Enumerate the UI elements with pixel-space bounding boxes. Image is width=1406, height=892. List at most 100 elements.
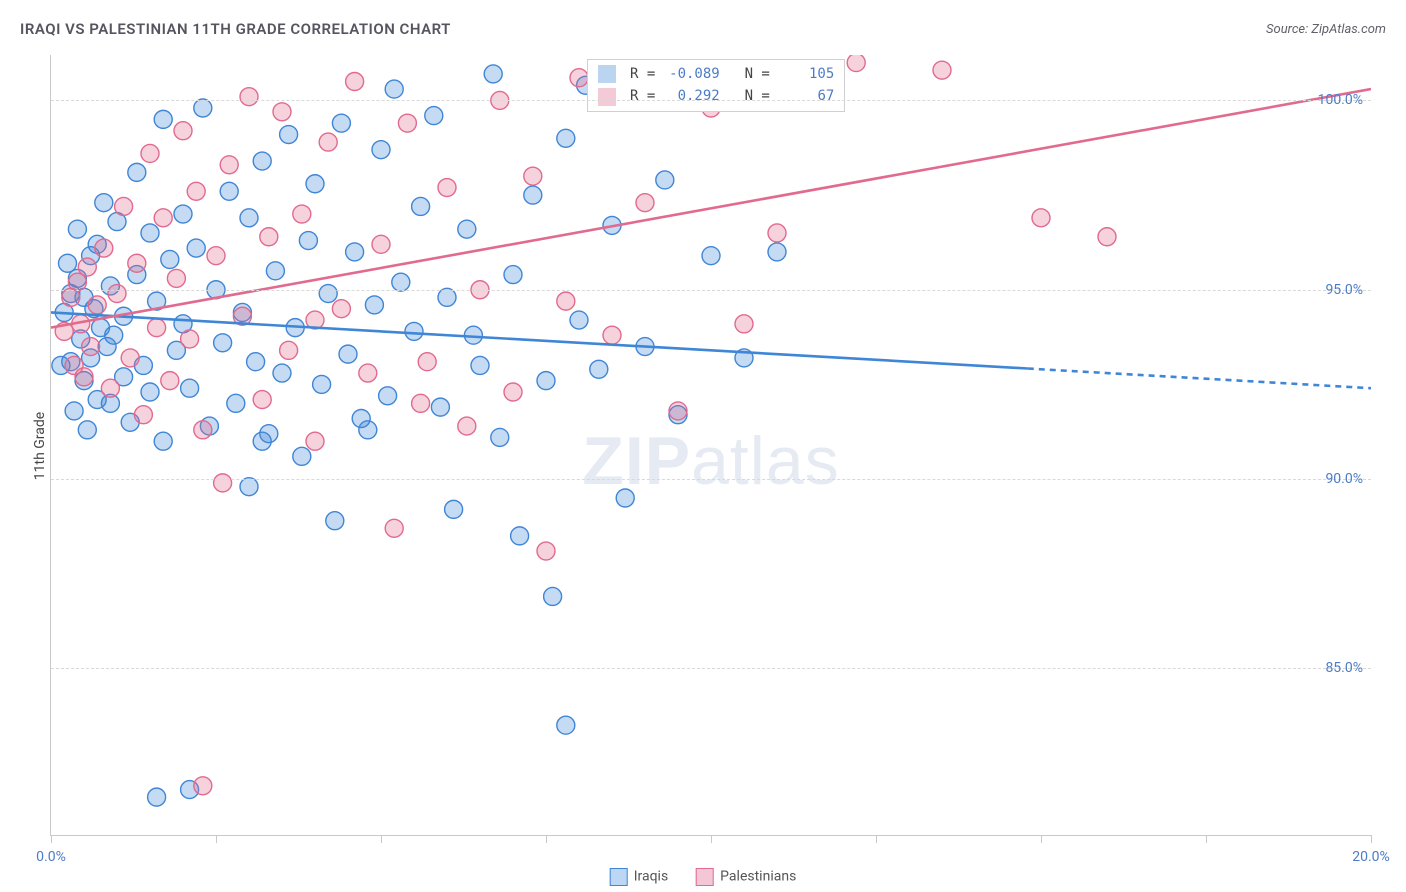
data-point-iraqis [194,99,212,117]
data-point-palestinians [207,247,225,265]
data-point-palestinians [260,228,278,246]
stat-swatch-iraqis [598,65,616,83]
data-point-palestinians [101,379,119,397]
data-point-palestinians [108,285,126,303]
data-point-iraqis [484,65,502,83]
data-point-palestinians [115,197,133,215]
data-point-iraqis [247,353,265,371]
data-point-iraqis [187,239,205,257]
data-point-iraqis [438,288,456,306]
data-point-palestinians [557,292,575,310]
data-point-iraqis [365,296,383,314]
data-point-iraqis [68,220,86,238]
legend-swatch [610,868,628,886]
data-point-palestinians [167,269,185,287]
data-point-iraqis [280,126,298,144]
data-point-palestinians [847,55,865,72]
data-point-palestinians [280,341,298,359]
data-point-palestinians [214,474,232,492]
data-point-palestinians [220,156,238,174]
data-point-palestinians [181,330,199,348]
x-tick [381,835,382,843]
stat-n-palestinians: N = 67 [728,85,835,107]
data-point-palestinians [194,777,212,795]
data-point-iraqis [431,398,449,416]
data-point-iraqis [273,364,291,382]
data-point-iraqis [339,345,357,363]
source-label: Source: ZipAtlas.com [1266,22,1386,37]
gridline-h [51,668,1371,669]
data-point-palestinians [293,205,311,223]
y-tick-label: 100.0% [1318,92,1363,108]
data-point-iraqis [78,421,96,439]
data-point-palestinians [438,179,456,197]
x-tick [1041,835,1042,843]
data-point-palestinians [194,421,212,439]
data-point-iraqis [557,716,575,734]
data-point-palestinians [154,209,172,227]
data-point-palestinians [306,432,324,450]
data-point-palestinians [121,349,139,367]
data-point-iraqis [128,163,146,181]
data-point-iraqis [154,110,172,128]
data-point-iraqis [105,326,123,344]
data-point-iraqis [537,372,555,390]
data-point-iraqis [161,250,179,268]
y-tick-label: 95.0% [1325,282,1363,298]
legend-item-iraqis: Iraqis [610,868,668,886]
data-point-palestinians [359,364,377,382]
data-point-palestinians [161,372,179,390]
stat-r-palestinians: R = 0.292 [630,85,720,107]
legend-swatch [696,868,714,886]
trend-line-dashed-iraqis [1028,369,1371,389]
data-point-iraqis [65,402,83,420]
x-tick [1371,835,1372,843]
data-point-palestinians [504,383,522,401]
data-point-palestinians [1032,209,1050,227]
data-point-iraqis [220,182,238,200]
x-tick [876,835,877,843]
x-tick [546,835,547,843]
x-tick-label: 20.0% [1352,849,1390,865]
data-point-iraqis [372,141,390,159]
data-point-palestinians [75,368,93,386]
legend-label: Palestinians [720,869,796,885]
data-point-iraqis [214,334,232,352]
data-point-iraqis [471,356,489,374]
stat-row-palestinians: R = 0.292 N = 67 [598,85,834,107]
data-point-palestinians [346,73,364,91]
data-point-iraqis [491,428,509,446]
data-point-iraqis [141,383,159,401]
data-point-palestinians [570,69,588,87]
data-point-iraqis [313,375,331,393]
x-tick [711,835,712,843]
data-point-palestinians [319,133,337,151]
stat-swatch-palestinians [598,88,616,106]
data-point-iraqis [458,220,476,238]
data-point-palestinians [372,235,390,253]
data-point-iraqis [253,152,271,170]
data-point-iraqis [141,224,159,242]
data-point-palestinians [1098,228,1116,246]
data-point-palestinians [412,394,430,412]
x-tick [1206,835,1207,843]
y-tick-label: 85.0% [1325,660,1363,676]
legend-item-palestinians: Palestinians [696,868,796,886]
data-point-iraqis [392,273,410,291]
x-tick-label: 0.0% [36,849,66,865]
data-point-iraqis [385,80,403,98]
data-point-palestinians [933,61,951,79]
data-point-palestinians [768,224,786,242]
data-point-iraqis [570,311,588,329]
gridline-h [51,479,1371,480]
y-axis-title: 11th Grade [32,412,48,480]
data-point-iraqis [253,432,271,450]
stat-n-iraqis: N = 105 [728,63,835,85]
data-point-iraqis [504,266,522,284]
data-point-iraqis [544,587,562,605]
data-point-palestinians [332,300,350,318]
data-point-palestinians [174,122,192,140]
data-point-palestinians [187,182,205,200]
data-point-palestinians [669,402,687,420]
data-point-palestinians [385,519,403,537]
